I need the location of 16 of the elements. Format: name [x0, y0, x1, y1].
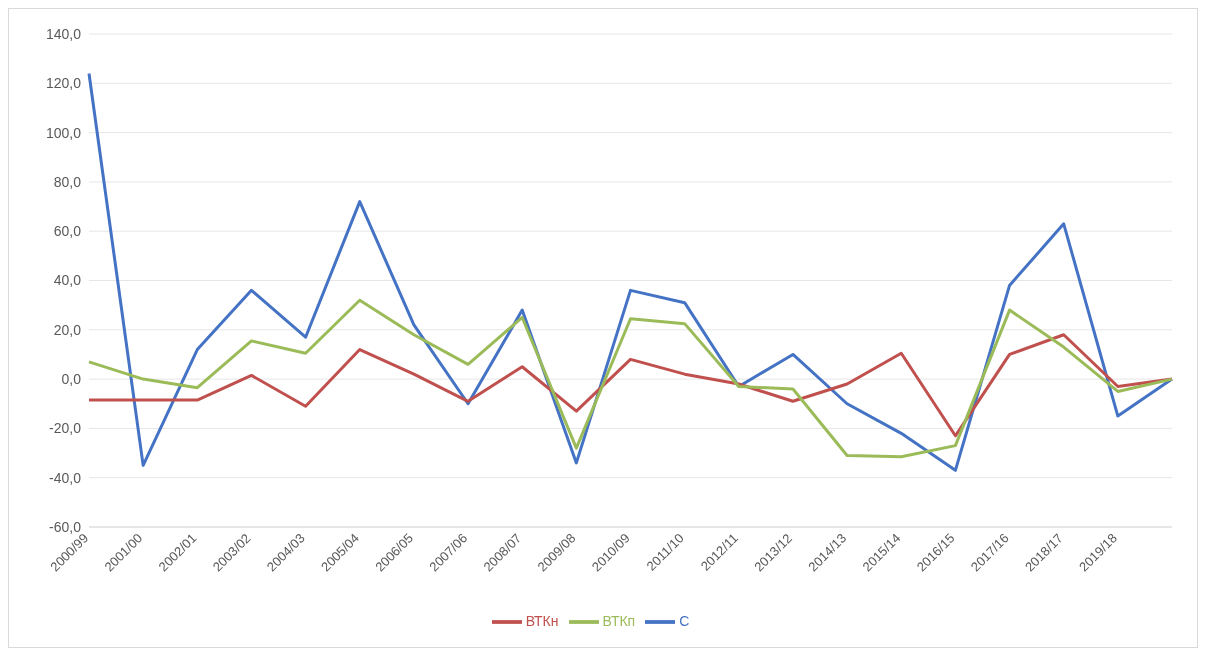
y-tick-label: -40,0 [49, 469, 82, 486]
y-tick-label: 120,0 [45, 75, 82, 92]
y-tick-label: 20,0 [53, 321, 82, 338]
legend-label: С [679, 612, 690, 629]
line-series [87, 298, 1174, 459]
y-tick-label: 40,0 [53, 272, 82, 289]
legend-label: ВТКн [525, 612, 559, 629]
y-tick-label: 80,0 [53, 173, 82, 190]
y-tick-label: -60,0 [49, 518, 82, 535]
line-series [87, 71, 1174, 472]
y-tick-label: -20,0 [49, 420, 82, 437]
y-tick-label: 140,0 [45, 25, 82, 42]
legend-label: ВТКп [602, 612, 636, 629]
y-tick-label: 100,0 [45, 124, 82, 141]
y-tick-label: 0,0 [61, 371, 82, 388]
y-tick-label: 60,0 [53, 223, 82, 240]
